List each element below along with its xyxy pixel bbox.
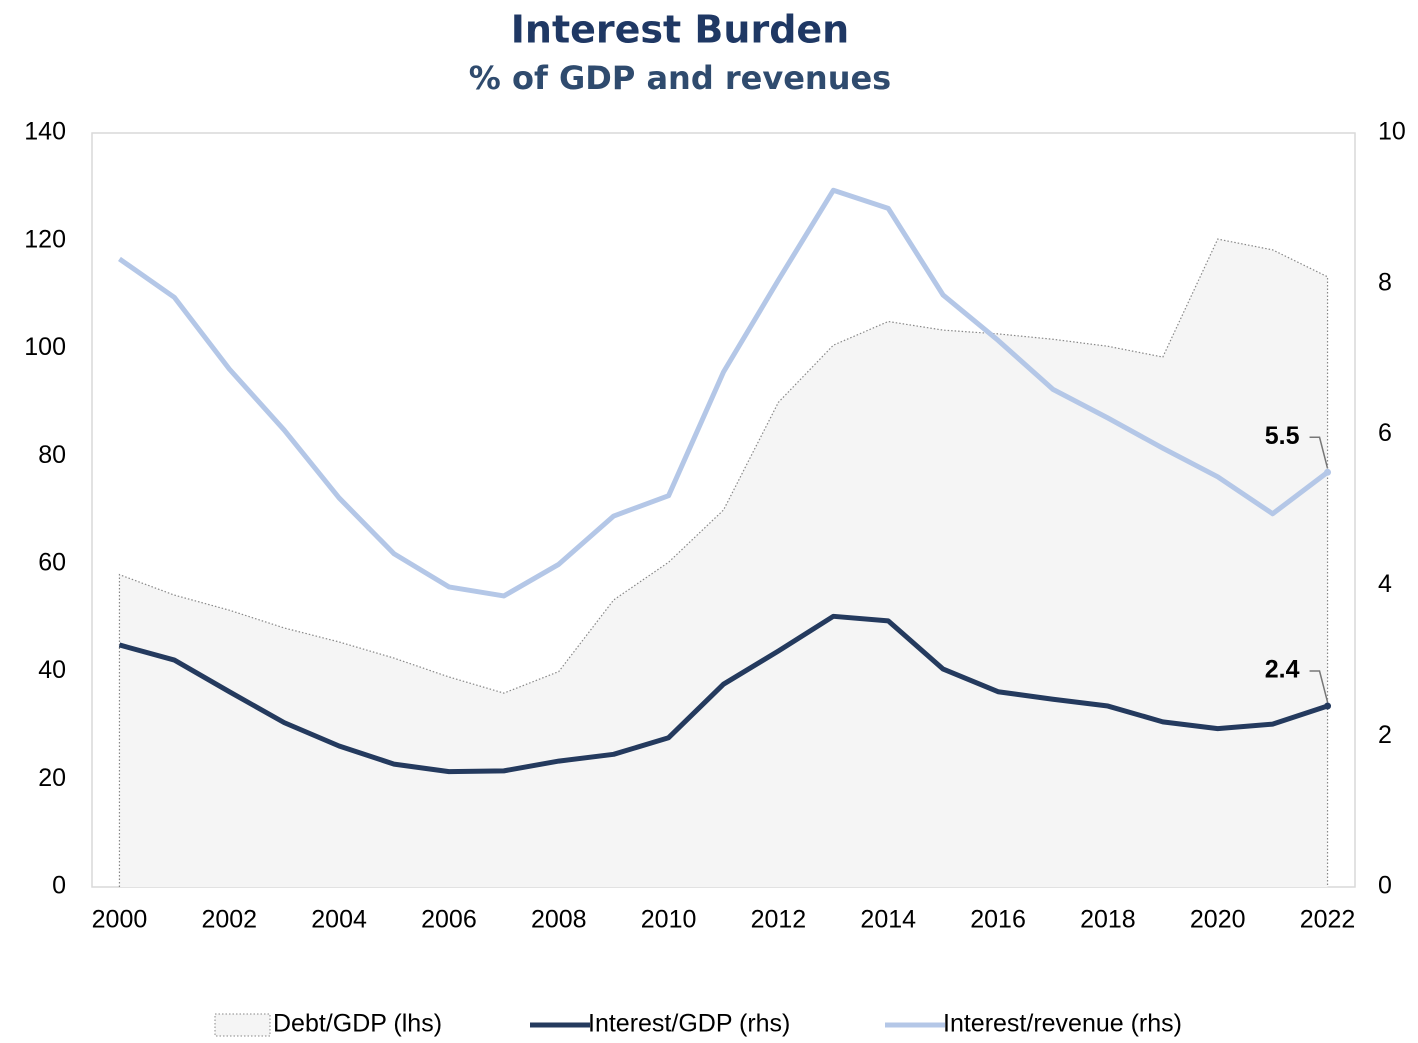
x-tick-label: 2004 (311, 906, 367, 934)
line (118, 613, 1329, 775)
x-tick-label: 2016 (970, 906, 1026, 934)
legend-swatch (214, 1013, 271, 1037)
chart-subtitle: % of GDP and revenues (469, 59, 891, 97)
x-tick-label: 2002 (201, 906, 257, 934)
x-tick-label: 2020 (1190, 906, 1246, 934)
data-label: 2.4 (1265, 656, 1300, 684)
y-tick-label: 80 (38, 441, 66, 469)
y2-tick-label: 10 (1378, 118, 1406, 146)
x-tick-label: 2022 (1300, 906, 1356, 934)
legend-label: Interest/GDP (rhs) (588, 1010, 790, 1038)
y-tick-label: 0 (52, 872, 66, 900)
x-tick-label: 2014 (860, 906, 916, 934)
x-tick-label: 2018 (1080, 906, 1136, 934)
leader-line (1309, 670, 1329, 703)
y-tick-label: 60 (38, 548, 66, 576)
x-tick-label: 2000 (92, 906, 148, 934)
y2-tick-label: 4 (1378, 570, 1392, 598)
x-tick-label: 2010 (641, 906, 697, 934)
end-point (1324, 468, 1332, 476)
y2-tick-label: 8 (1378, 268, 1392, 296)
chart-title: Interest Burden (511, 8, 849, 52)
y2-tick-label: 6 (1378, 419, 1392, 447)
x-tick-label: 2008 (531, 906, 587, 934)
y-tick-label: 140 (24, 118, 66, 146)
area (119, 239, 1328, 887)
end-point (1324, 702, 1332, 710)
y2-tick-label: 0 (1378, 872, 1392, 900)
x-tick-label: 2006 (421, 906, 477, 934)
legend-label: Interest/revenue (rhs) (943, 1010, 1182, 1038)
y2-tick-label: 2 (1378, 721, 1392, 749)
y-tick-label: 20 (38, 764, 66, 792)
y-tick-label: 100 (24, 333, 66, 361)
x-tick-label: 2012 (751, 906, 807, 934)
data-label: 5.5 (1265, 422, 1300, 450)
area-outline (118, 238, 1329, 887)
legend-label: Debt/GDP (lhs) (273, 1010, 442, 1038)
y-tick-label: 120 (24, 225, 66, 253)
y-tick-label: 40 (38, 656, 66, 684)
line (118, 187, 1330, 599)
leader-line (1309, 436, 1329, 469)
